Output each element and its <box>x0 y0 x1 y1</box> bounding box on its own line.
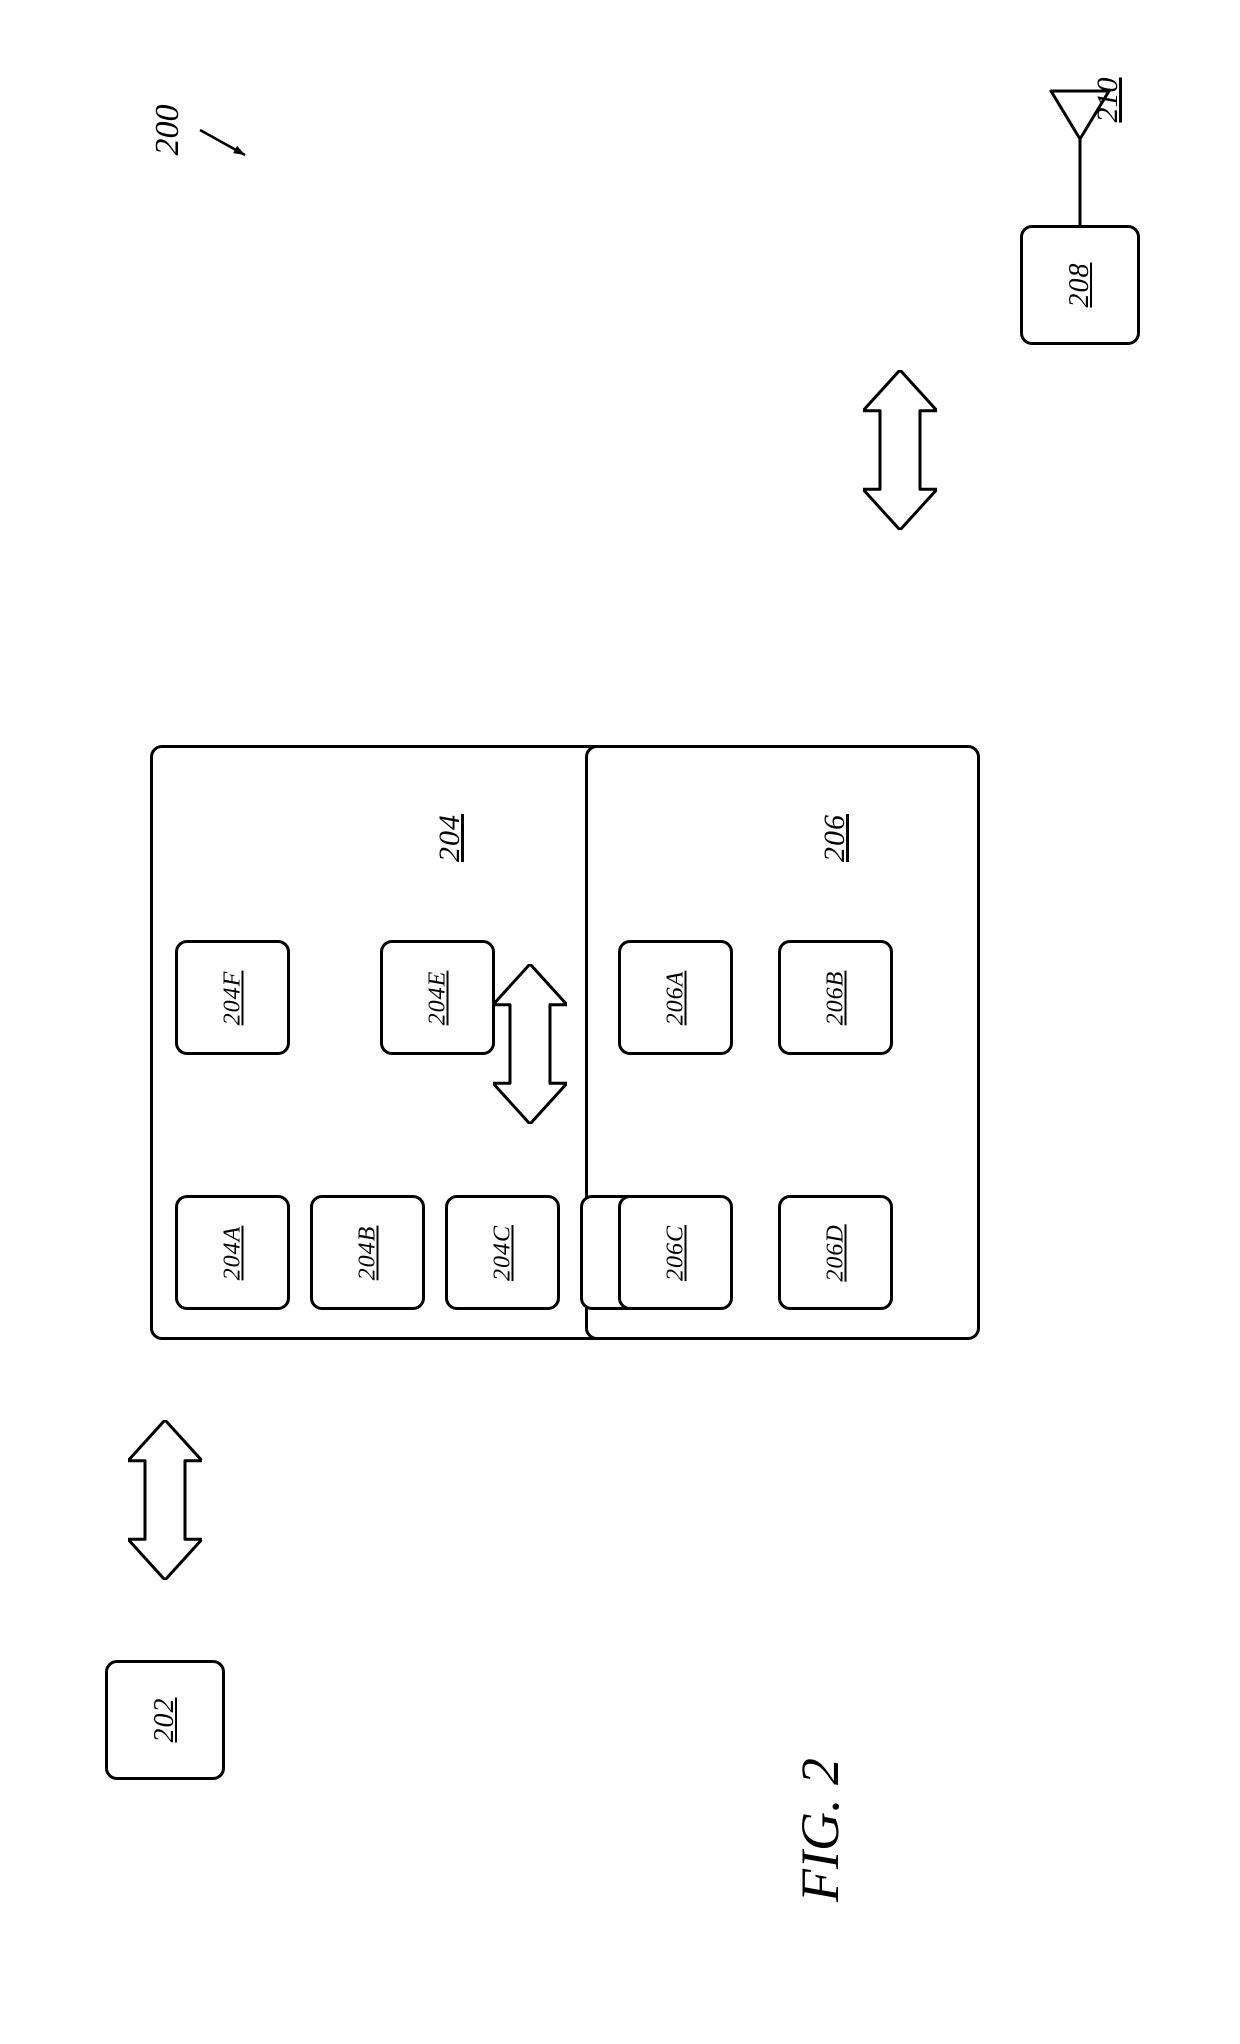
ref-200-leader <box>192 122 253 163</box>
double-arrow-1 <box>493 964 567 1124</box>
diagram-canvas: 204206202208204F204E204A204B204C204D206A… <box>0 0 1240 2044</box>
block-label-204E: 204E <box>424 970 451 1025</box>
ref-200-label: 200 <box>149 105 187 156</box>
double-arrow-2 <box>863 370 937 530</box>
block-label-206B: 206B <box>822 970 849 1025</box>
block-label-204B: 204B <box>354 1225 381 1280</box>
block-label-204C: 204C <box>489 1224 516 1280</box>
antenna-feedline <box>1077 139 1083 225</box>
double-arrow-0 <box>128 1420 202 1580</box>
block-label-208: 208 <box>1064 263 1096 308</box>
block-label-206D: 206D <box>822 1224 849 1281</box>
block-label-206C: 206C <box>662 1224 689 1280</box>
block-label-204F: 204F <box>219 970 246 1025</box>
block-label-206A: 206A <box>662 970 689 1025</box>
block-label-204A: 204A <box>219 1225 246 1280</box>
container-label-204: 204 <box>433 814 467 862</box>
block-label-202: 202 <box>149 1698 181 1743</box>
figure-label: FIG. 2 <box>789 1758 851 1902</box>
container-label-206: 206 <box>818 814 852 862</box>
ref-210-label: 210 <box>1091 78 1125 123</box>
